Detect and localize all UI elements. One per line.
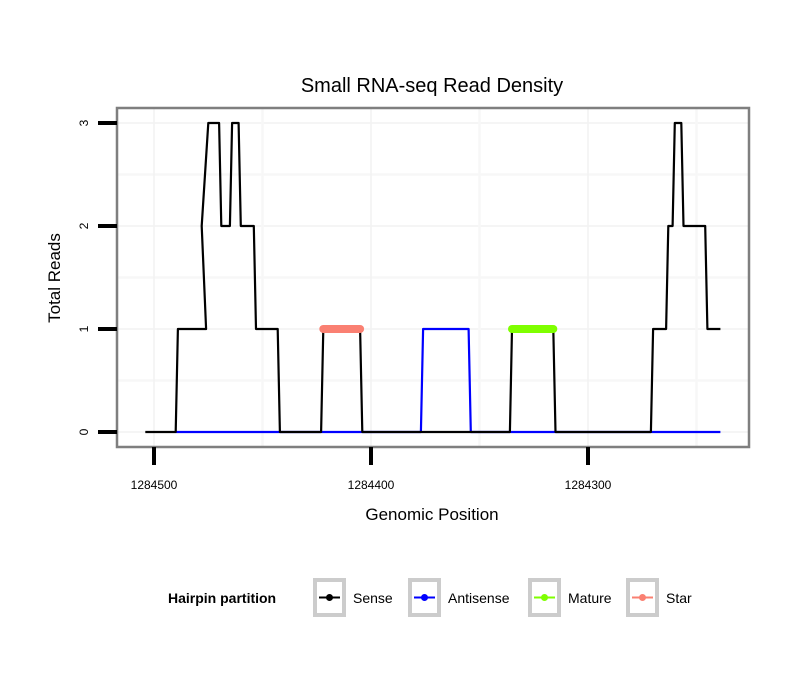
legend-label: Sense	[353, 590, 393, 606]
x-axis: 1284500 1284400 1284300	[131, 447, 612, 492]
legend: Hairpin partition Sense Antisense Mature St…	[168, 578, 692, 617]
y-tick-label: 3	[77, 119, 91, 126]
legend-label: Antisense	[448, 590, 510, 606]
x-tick-label: 1284400	[348, 478, 395, 492]
legend-item-mature: Mature	[528, 578, 612, 617]
legend-key-box	[408, 578, 441, 617]
legend-label: Star	[666, 590, 692, 606]
series-layer	[145, 121, 721, 434]
x-tick-label: 1284500	[131, 478, 178, 492]
legend-key-point	[421, 594, 428, 601]
legend-item-star: Star	[626, 578, 692, 617]
y-tick-label: 0	[77, 428, 91, 435]
y-axis: 0 1 2 3	[77, 119, 117, 435]
legend-key-point	[326, 594, 333, 601]
legend-key-point	[639, 594, 646, 601]
x-tick-label: 1284300	[565, 478, 612, 492]
y-axis-title: Total Reads	[45, 233, 64, 323]
panel-border	[115, 106, 751, 449]
legend-items: Sense Antisense Mature Star	[313, 578, 692, 617]
legend-item-antisense: Antisense	[408, 578, 510, 617]
x-axis-title: Genomic Position	[365, 505, 498, 524]
legend-key-point	[541, 594, 548, 601]
y-tick-label: 2	[77, 222, 91, 229]
legend-label: Mature	[568, 590, 612, 606]
chart-title: Small RNA-seq Read Density	[301, 75, 563, 97]
legend-title: Hairpin partition	[168, 590, 276, 606]
y-tick-label: 1	[77, 325, 91, 332]
series-line-sense	[145, 121, 721, 434]
plot-panel	[115, 106, 751, 449]
legend-item-sense: Sense	[313, 578, 393, 617]
